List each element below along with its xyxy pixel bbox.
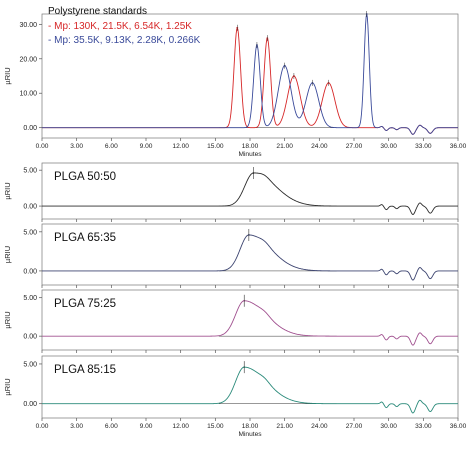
y-axis-label: µRIU bbox=[3, 67, 12, 84]
x-tick-label: 18.00 bbox=[242, 423, 259, 430]
y-axis-label: µRIU bbox=[3, 246, 12, 263]
chart-panel-2: 0.00 5.00 µRIU PLGA 50:50 bbox=[3, 162, 459, 222]
x-tick-label: 9.00 bbox=[140, 423, 153, 430]
y-tick-label: 10.00 bbox=[19, 91, 37, 98]
x-tick-label: 18.00 bbox=[242, 143, 259, 150]
chart-panel-5: 0.00 5.00 µRIU 0.00 3.00 6.00 9.00 12.00 15.00 18… bbox=[3, 355, 467, 438]
y-axis-label: µRIU bbox=[3, 311, 12, 328]
x-tick-label: 24.00 bbox=[311, 423, 328, 430]
x-tick-label: 15.00 bbox=[207, 143, 224, 150]
y-tick-label: 0.00 bbox=[23, 401, 37, 408]
y-tick-label: 5.00 bbox=[23, 295, 37, 302]
x-tick-label: 30.00 bbox=[380, 423, 397, 430]
y-tick-label: 0.00 bbox=[23, 204, 37, 211]
x-tick-label: 36.00 bbox=[450, 423, 467, 430]
x-tick-label: 21.00 bbox=[276, 423, 293, 430]
y-tick-label: 30.00 bbox=[19, 22, 37, 29]
x-tick-label: 33.00 bbox=[415, 143, 432, 150]
x-tick-label: 0.00 bbox=[36, 423, 49, 430]
series-line bbox=[42, 172, 458, 215]
series-line bbox=[42, 13, 458, 135]
chart-panel-3: 0.00 5.00 µRIU PLGA 65:35 bbox=[3, 223, 459, 288]
y-tick-label: 0.00 bbox=[23, 334, 37, 341]
chart-panel-4: 0.00 5.00 µRIU PLGA 75:25 bbox=[3, 289, 459, 353]
y-tick-label: 20.00 bbox=[19, 56, 37, 63]
x-tick-label: 36.00 bbox=[450, 143, 467, 150]
panel-label: PLGA 85:15 bbox=[54, 364, 116, 376]
y-axis-label: µRIU bbox=[3, 378, 12, 395]
y-tick-label: 0.00 bbox=[23, 125, 37, 132]
x-tick-label: 12.00 bbox=[172, 143, 189, 150]
x-tick-label: 3.00 bbox=[70, 423, 83, 430]
y-tick-label: 5.00 bbox=[23, 229, 37, 236]
legend-entry: - Mp: 35.5K, 9.13K, 2.28K, 0.266K bbox=[48, 35, 201, 46]
x-tick-label: 27.00 bbox=[346, 143, 363, 150]
x-tick-label: 6.00 bbox=[105, 423, 118, 430]
x-tick-label: 0.00 bbox=[36, 143, 49, 150]
series-line bbox=[42, 234, 458, 281]
y-tick-label: 0.00 bbox=[23, 268, 37, 275]
x-axis-label: Minutes bbox=[238, 431, 262, 438]
panel-label: PLGA 75:25 bbox=[54, 298, 116, 310]
x-tick-label: 6.00 bbox=[105, 143, 118, 150]
x-tick-label: 27.00 bbox=[346, 423, 363, 430]
series-line bbox=[42, 366, 458, 414]
x-tick-label: 15.00 bbox=[207, 423, 224, 430]
y-tick-label: 5.00 bbox=[23, 361, 37, 368]
x-tick-label: 12.00 bbox=[172, 423, 189, 430]
x-tick-label: 9.00 bbox=[140, 143, 153, 150]
x-tick-label: 24.00 bbox=[311, 143, 328, 150]
legend-entry: - Mp: 130K, 21.5K, 6.54K, 1.25K bbox=[48, 21, 192, 32]
chart-panel-1: 0.00 10.00 20.00 30.00 µRIU 0.00 3.00 6.00 9.00 1… bbox=[3, 6, 467, 158]
chart-title: Polystyrene standards bbox=[48, 6, 147, 17]
panel-label: PLGA 50:50 bbox=[54, 171, 116, 183]
x-tick-label: 21.00 bbox=[276, 143, 293, 150]
y-axis-label: µRIU bbox=[3, 182, 12, 199]
x-tick-label: 3.00 bbox=[70, 143, 83, 150]
y-tick-label: 5.00 bbox=[23, 168, 37, 175]
x-tick-label: 30.00 bbox=[380, 143, 397, 150]
panel-label: PLGA 65:35 bbox=[54, 232, 116, 244]
series-line bbox=[42, 300, 458, 346]
x-tick-label: 33.00 bbox=[415, 423, 432, 430]
x-axis-label: Minutes bbox=[238, 151, 262, 158]
